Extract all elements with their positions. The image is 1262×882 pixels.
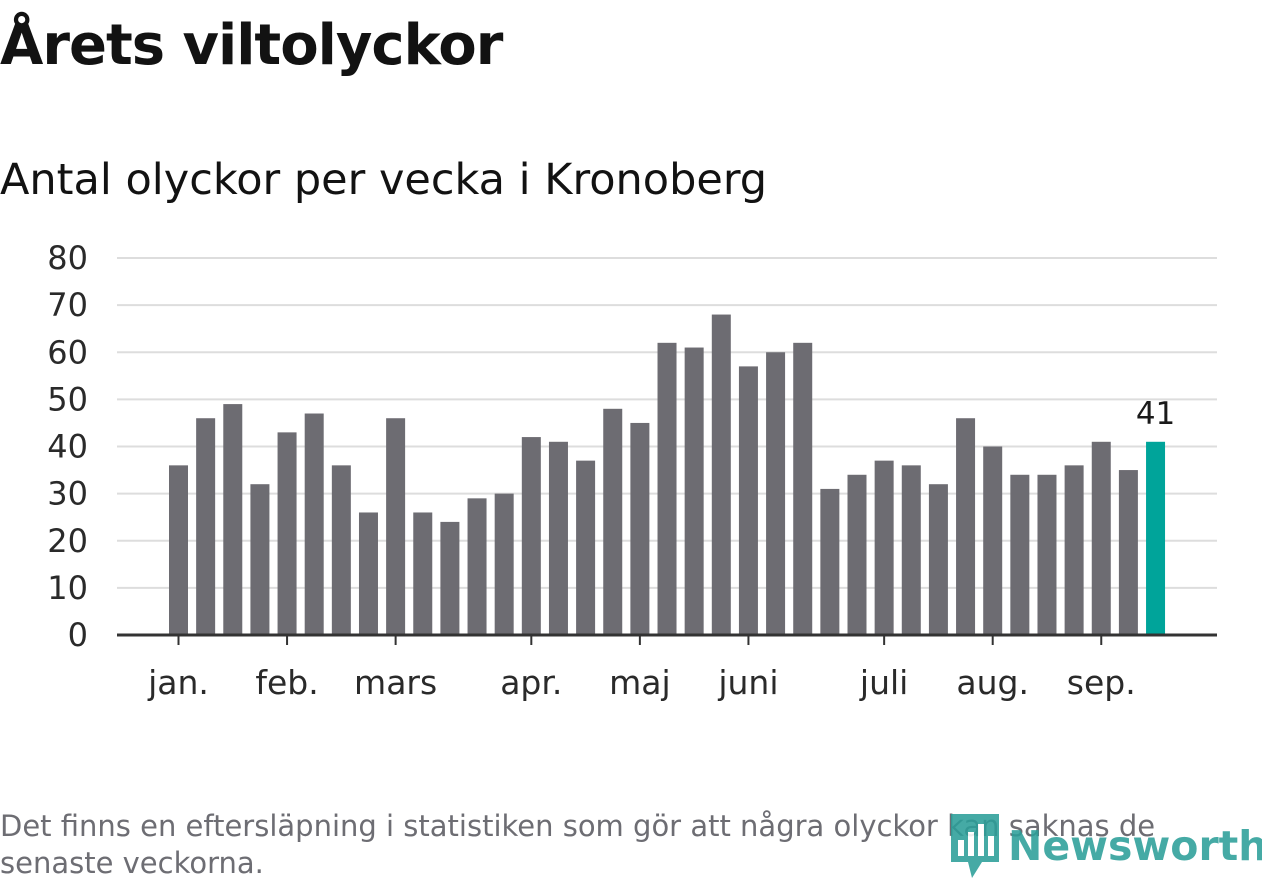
bar-highlight	[1146, 441, 1166, 635]
bar	[304, 413, 324, 635]
bar	[603, 408, 623, 635]
bar	[766, 352, 786, 635]
chart-subtitle: Antal olyckor per vecka i Kronoberg	[0, 155, 768, 205]
x-tick-label: maj	[609, 663, 671, 702]
bars	[169, 314, 1166, 635]
x-tick-label: feb.	[255, 663, 318, 702]
y-axis-ticks: 0 10 20 30 40 50 60 70 80	[47, 239, 88, 654]
bar	[793, 342, 813, 635]
x-tick-label: apr.	[500, 663, 562, 702]
bar	[576, 460, 596, 635]
x-axis: jan. feb. mars apr. maj juni juli aug. sep.	[117, 633, 1217, 702]
bar	[413, 512, 433, 635]
bar	[467, 498, 487, 635]
chart-title: Årets viltolyckor	[0, 13, 503, 78]
bar	[820, 488, 840, 635]
x-tick-label: aug.	[956, 663, 1029, 702]
bar	[983, 446, 1003, 635]
bar	[521, 437, 541, 635]
y-tick-label: 30	[47, 475, 88, 513]
bar	[901, 465, 921, 635]
bar	[956, 418, 976, 635]
bar	[386, 418, 406, 635]
bar	[1010, 474, 1030, 635]
bar	[928, 484, 948, 635]
bar	[196, 418, 216, 635]
bar	[684, 347, 704, 635]
bar	[277, 432, 297, 635]
y-tick-label: 80	[47, 239, 88, 277]
bar	[1118, 470, 1138, 635]
bar	[223, 404, 243, 635]
bar	[630, 422, 650, 635]
bar	[494, 493, 514, 635]
y-tick-label: 20	[47, 522, 88, 560]
bar	[250, 484, 270, 635]
bar	[874, 460, 894, 635]
data-labels: 41	[1136, 396, 1175, 432]
y-tick-label: 70	[47, 286, 88, 324]
y-tick-label: 50	[47, 380, 88, 418]
newsworthy-logo: Newsworthy	[948, 812, 1262, 880]
bar	[440, 521, 460, 635]
y-tick-label: 60	[47, 333, 88, 371]
bar	[358, 512, 378, 635]
bar	[657, 342, 677, 635]
bar	[738, 366, 758, 635]
bar	[1037, 474, 1057, 635]
y-tick-label: 40	[47, 428, 88, 466]
x-tick-label: sep.	[1067, 663, 1136, 702]
bar	[331, 465, 351, 635]
bar	[847, 474, 867, 635]
data-label-last-week: 41	[1136, 396, 1175, 432]
bar	[548, 441, 568, 635]
bar	[169, 465, 188, 635]
bar	[1091, 441, 1111, 635]
bar	[1064, 465, 1084, 635]
logo-text: Newsworthy	[1008, 822, 1262, 870]
y-tick-label: 0	[68, 616, 88, 654]
x-tick-label: juni	[717, 663, 778, 702]
bar-chart-speech-bubble-icon	[951, 814, 999, 878]
x-tick-label: juli	[859, 663, 908, 702]
y-tick-label: 10	[47, 569, 88, 607]
bar	[711, 314, 731, 635]
x-tick-label: jan.	[147, 663, 209, 702]
x-tick-label: mars	[354, 663, 437, 702]
